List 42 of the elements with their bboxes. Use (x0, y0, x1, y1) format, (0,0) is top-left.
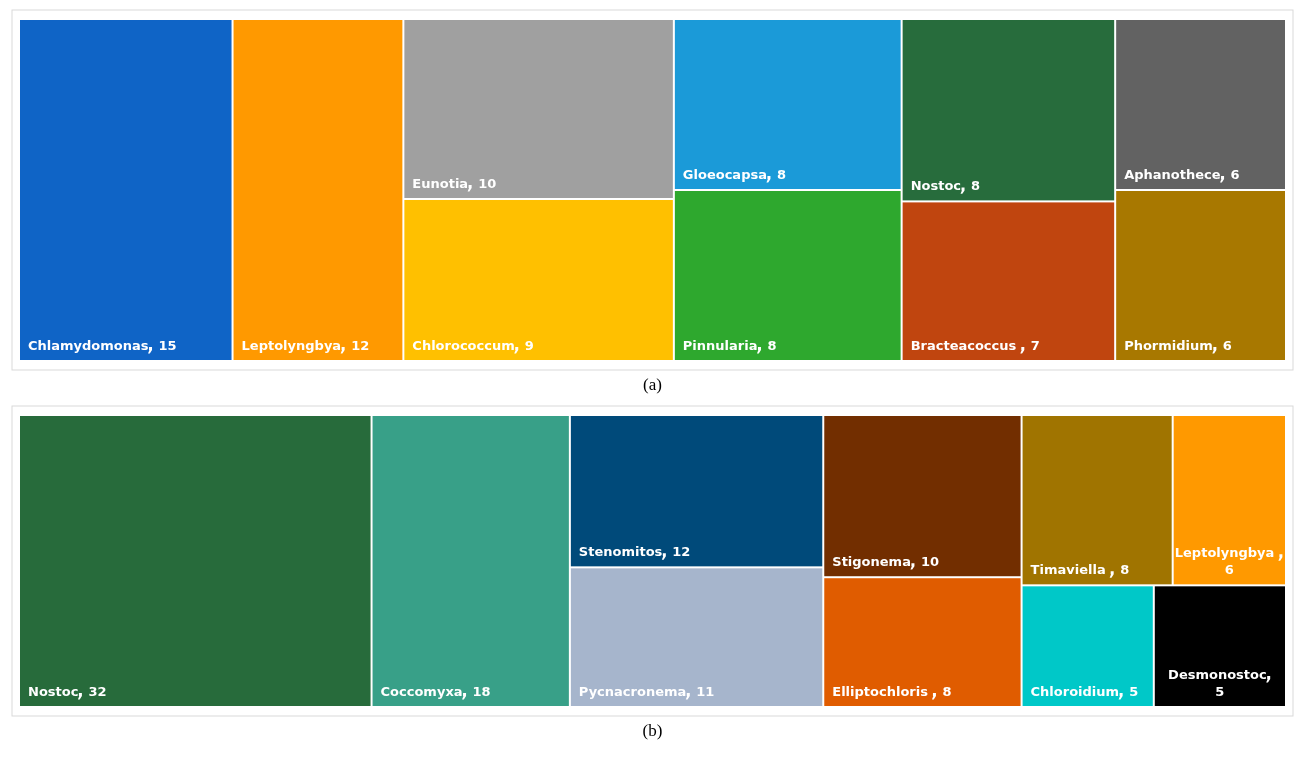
category-label: Leptolyngbya (241, 338, 342, 353)
category-label: Stenomitos (578, 544, 663, 560)
data-label: 8 (1120, 562, 1130, 578)
text: (a) (643, 375, 662, 394)
data-label: 7 (1030, 338, 1040, 353)
category-label: Chlamydomonas (28, 338, 149, 353)
data-label: 12 (672, 544, 691, 560)
category-label: Aphanothece (1124, 167, 1221, 182)
data-label: 6 (1224, 562, 1234, 578)
data-label: 10 (920, 554, 940, 570)
data-label: 6 (1230, 167, 1240, 182)
category-label: Stigonema (832, 554, 911, 570)
data-label: 12 (351, 338, 370, 353)
category-label: Elliptochloris (832, 684, 929, 699)
text: (b) (642, 721, 663, 740)
data-label: 6 (1222, 338, 1232, 353)
data-label: 8 (942, 684, 952, 699)
category-label: Pinnularia (682, 338, 758, 353)
category-label: Desmonostoc (1168, 667, 1267, 682)
data-label: 15 (158, 338, 177, 353)
category-label: Gloeocapsa (682, 167, 767, 182)
category-label: Coccomyxa (380, 684, 463, 699)
category-label: Nostoc (910, 178, 962, 194)
data-label: 8 (971, 178, 981, 194)
category-label: Chlorococcum (412, 338, 515, 353)
data-label: 11 (696, 684, 715, 699)
data-label: 5 (1215, 684, 1225, 699)
data-label: 8 (767, 338, 777, 353)
data-label: 5 (1129, 684, 1139, 699)
category-label: Phormidium (1124, 338, 1213, 353)
data-label: 32 (88, 684, 107, 699)
category-label: Chloroidium (1030, 684, 1120, 699)
data-label: 8 (776, 167, 786, 182)
category-label: Eunotia (412, 176, 469, 191)
category-label: Bracteacoccus (910, 338, 1017, 353)
data-label: 9 (524, 338, 534, 353)
category-label: Pycnacronema (578, 684, 687, 699)
data-label: 18 (472, 684, 491, 699)
category-label: Timaviella (1030, 562, 1106, 578)
data-label: 10 (478, 176, 497, 191)
category-label: Nostoc (28, 684, 79, 699)
category-label: Leptolyngbya (1174, 545, 1275, 561)
